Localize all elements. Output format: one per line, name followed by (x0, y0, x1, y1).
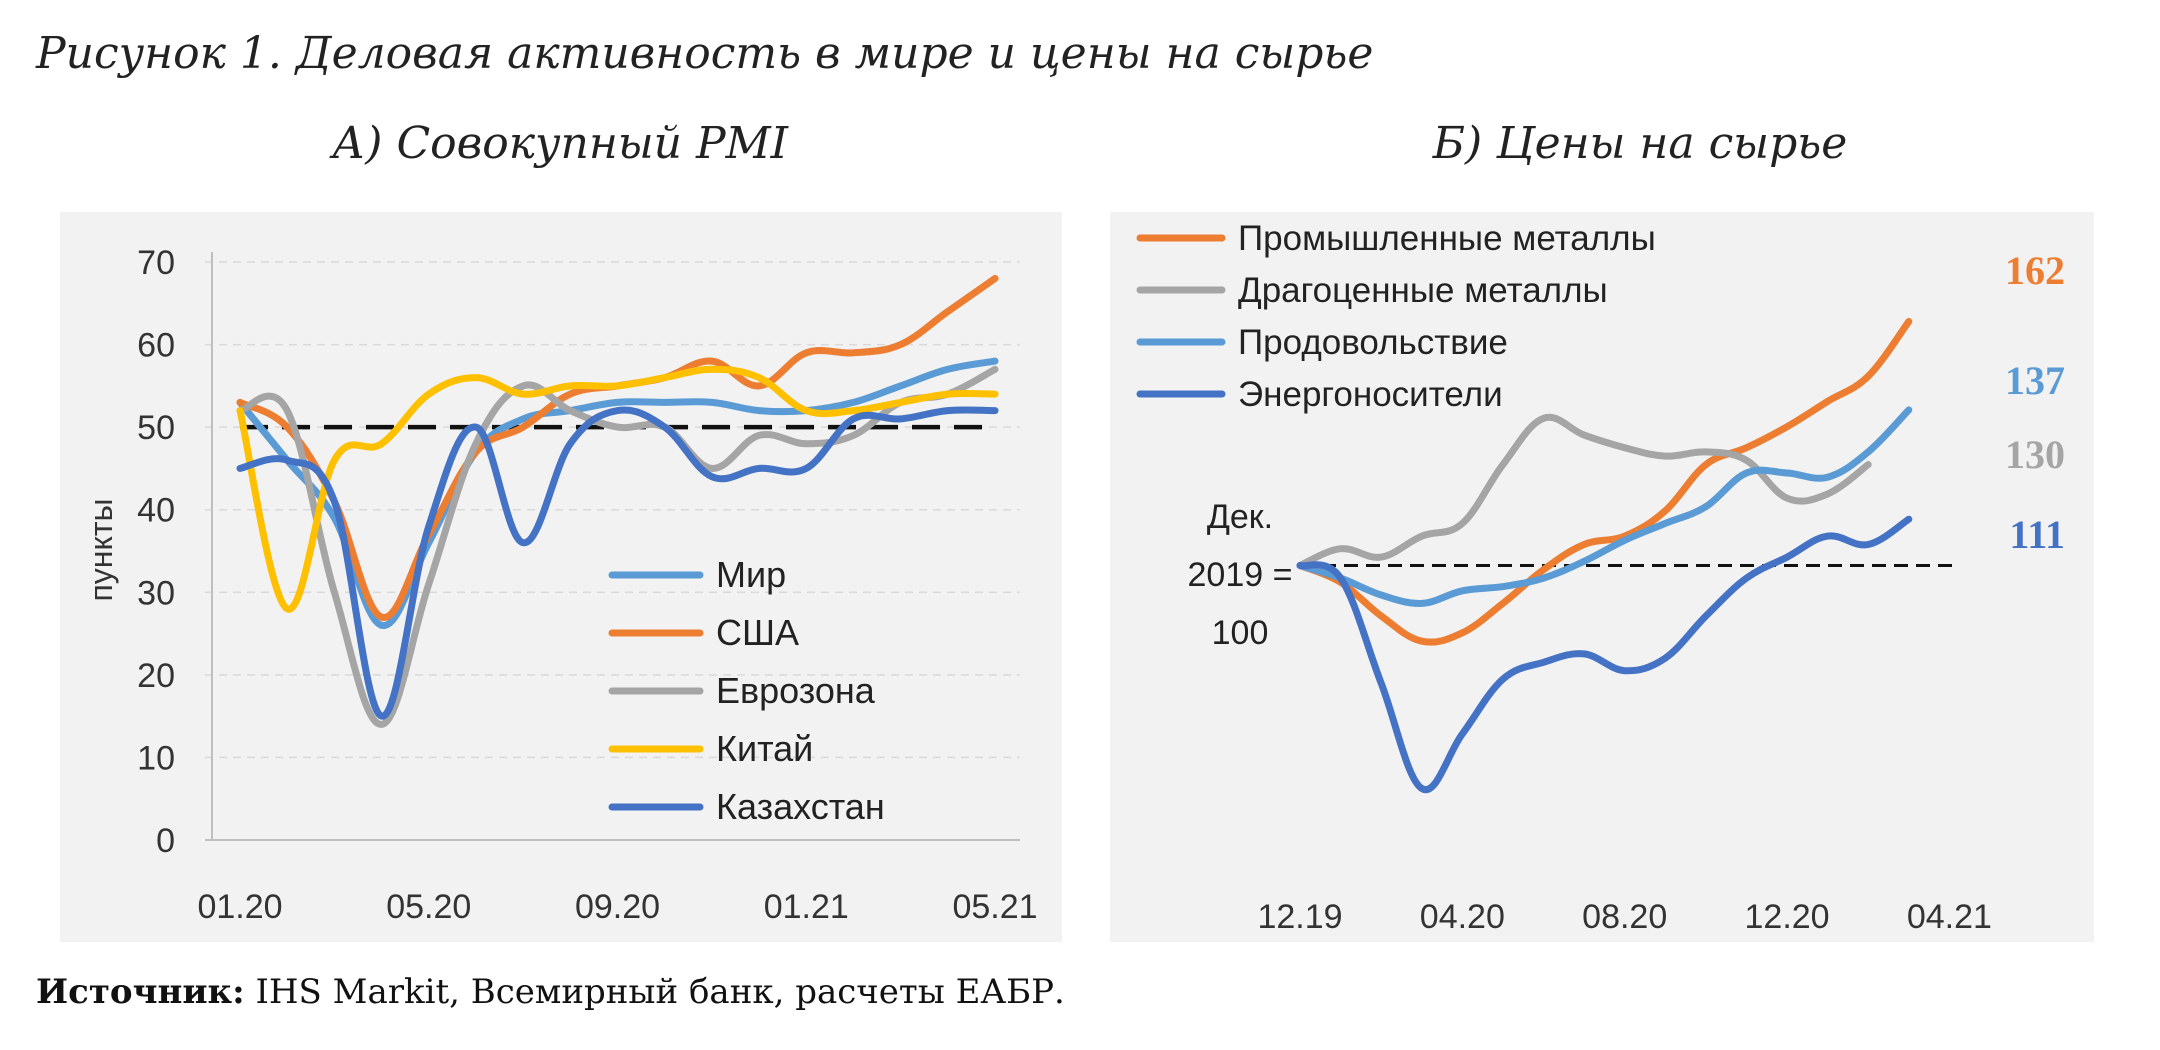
end-value-label: 162 (2005, 248, 2065, 293)
series-line-b (1296, 318, 1913, 646)
end-value-label: 137 (2005, 358, 2065, 403)
y-tick-label-a: 30 (137, 574, 175, 612)
legend-label-b: Драгоценные металлы (1238, 271, 1608, 310)
baseline-label-line: Дек. (1207, 498, 1273, 536)
end-value-label: 111 (2009, 512, 2065, 557)
y-tick-label-a: 20 (137, 657, 175, 695)
y-axis-title-a: пункты (83, 498, 119, 601)
series-line-b (1296, 413, 1872, 569)
x-tick-label-b: 12.19 (1257, 898, 1342, 936)
x-tick-label-b: 12.20 (1745, 898, 1830, 936)
panel-b-background (1110, 212, 2094, 942)
figure-title: Рисунок 1. Деловая активность в мире и ц… (36, 28, 1374, 79)
series-line-a (236, 357, 999, 629)
series-line-b (1296, 515, 1913, 794)
x-tick-label-b: 04.20 (1420, 898, 1505, 936)
panel-a-background (60, 212, 1062, 942)
y-tick-label-a: 60 (137, 327, 175, 365)
x-tick-label-a: 01.21 (764, 888, 849, 926)
panel-a-title: А) Совокупный PMI (331, 118, 789, 169)
legend-label-a: Китай (716, 728, 813, 769)
x-tick-label-a: 05.21 (952, 888, 1037, 926)
legend-label-a: США (716, 612, 799, 653)
y-tick-label-a: 70 (137, 244, 175, 282)
legend-label-a: Мир (716, 554, 786, 595)
x-tick-label-a: 05.20 (386, 888, 471, 926)
y-tick-label-a: 40 (137, 492, 175, 530)
panel-b-title: Б) Цены на сырье (1432, 118, 1848, 169)
y-tick-label-a: 10 (137, 739, 175, 777)
series-line-b (1296, 406, 1913, 607)
baseline-label-line: 100 (1212, 614, 1269, 652)
x-tick-label-a: 09.20 (575, 888, 660, 926)
x-tick-label-a: 01.20 (197, 888, 282, 926)
source-note: Источник: IHS Markit, Всемирный банк, ра… (36, 972, 1065, 1012)
y-tick-label-a: 50 (137, 409, 175, 447)
legend-label-b: Продовольствие (1238, 323, 1508, 362)
legend-label-b: Промышленные металлы (1238, 219, 1656, 258)
legend-label-b: Энергоносители (1238, 375, 1503, 414)
source-text: IHS Markit, Всемирный банк, расчеты ЕАБР… (244, 972, 1065, 1012)
end-value-label: 130 (2005, 432, 2065, 477)
source-label: Источник: (36, 972, 245, 1012)
legend-label-a: Еврозона (716, 670, 876, 711)
series-line-a (236, 365, 999, 728)
baseline-label-line: 2019 = (1188, 556, 1293, 594)
x-tick-label-b: 08.20 (1582, 898, 1667, 936)
legend-label-a: Казахстан (716, 786, 885, 827)
y-tick-label-a: 0 (156, 822, 175, 860)
x-tick-label-b: 04.21 (1907, 898, 1992, 936)
series-line-a (236, 406, 999, 720)
